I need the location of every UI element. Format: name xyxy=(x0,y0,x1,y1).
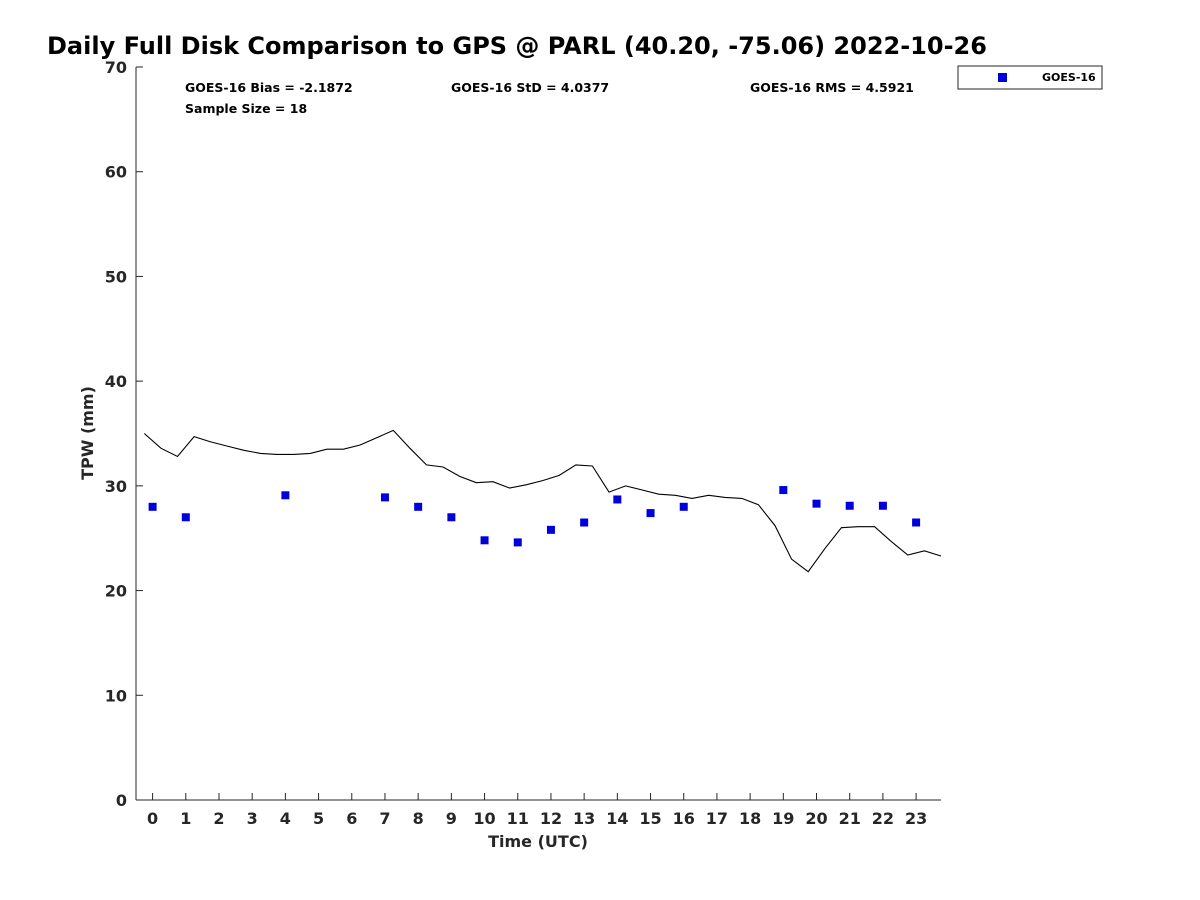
goes16-point xyxy=(580,518,589,527)
x-axis-ticks: 0 1 2 3 4 5 6 7 8 9 10 11 12 13 14 15 16 17 18 19 20 21 22 23 xyxy=(147,793,927,828)
goes16-point xyxy=(148,502,157,511)
x-tick-label: 5 xyxy=(313,809,324,828)
goes16-point xyxy=(679,502,688,511)
goes16-point xyxy=(414,502,423,511)
x-tick-label: 6 xyxy=(346,809,357,828)
x-tick-label: 9 xyxy=(446,809,457,828)
goes16-scatter-series xyxy=(148,486,921,547)
goes16-point xyxy=(613,495,622,504)
stat-rms: GOES-16 RMS = 4.5921 xyxy=(750,80,914,95)
y-tick-label: 70 xyxy=(105,58,127,77)
x-tick-label: 7 xyxy=(379,809,390,828)
y-tick-label: 60 xyxy=(105,163,127,182)
goes16-point xyxy=(646,509,655,518)
x-tick-label: 10 xyxy=(473,809,495,828)
x-tick-label: 13 xyxy=(573,809,595,828)
goes16-point xyxy=(380,493,389,502)
goes16-point xyxy=(845,501,854,510)
goes16-point xyxy=(912,518,921,527)
x-tick-label: 23 xyxy=(905,809,927,828)
plot-frame xyxy=(136,67,941,800)
goes16-point xyxy=(447,513,456,522)
x-axis-label: Time (UTC) xyxy=(488,832,588,851)
y-axis-ticks: 0 10 20 30 40 50 60 70 xyxy=(105,58,143,810)
y-tick-label: 50 xyxy=(105,267,127,286)
y-axis-label: TPW (mm) xyxy=(78,386,97,480)
x-tick-label: 3 xyxy=(247,809,258,828)
chart-title: Daily Full Disk Comparison to GPS @ PARL… xyxy=(47,32,987,60)
goes16-point xyxy=(779,486,788,495)
y-tick-label: 10 xyxy=(105,686,127,705)
x-tick-label: 11 xyxy=(507,809,529,828)
reference-line xyxy=(143,429,942,573)
legend-label-goes16: GOES-16 xyxy=(1042,71,1096,84)
x-tick-label: 19 xyxy=(772,809,794,828)
x-tick-label: 8 xyxy=(413,809,424,828)
x-tick-label: 15 xyxy=(639,809,661,828)
stat-bias: GOES-16 Bias = -2.1872 xyxy=(185,80,353,95)
x-tick-label: 17 xyxy=(706,809,728,828)
stats-annotations: GOES-16 Bias = -2.1872 GOES-16 StD = 4.0… xyxy=(185,80,914,116)
x-tick-label: 20 xyxy=(805,809,827,828)
x-tick-label: 0 xyxy=(147,809,158,828)
stat-std: GOES-16 StD = 4.0377 xyxy=(451,80,609,95)
x-tick-label: 12 xyxy=(540,809,562,828)
y-tick-label: 20 xyxy=(105,582,127,601)
x-tick-label: 4 xyxy=(280,809,291,828)
goes16-point xyxy=(546,525,555,534)
x-tick-label: 21 xyxy=(839,809,861,828)
x-tick-label: 16 xyxy=(673,809,695,828)
goes16-point xyxy=(812,499,821,508)
x-tick-label: 2 xyxy=(213,809,224,828)
reference-line-series xyxy=(143,429,942,573)
goes16-point xyxy=(513,538,522,547)
goes16-point xyxy=(281,491,290,500)
x-tick-label: 18 xyxy=(739,809,761,828)
legend: GOES-16 xyxy=(957,65,1103,90)
goes16-point xyxy=(181,513,190,522)
x-tick-label: 14 xyxy=(606,809,628,828)
x-tick-label: 22 xyxy=(872,809,894,828)
plot-area xyxy=(135,67,941,801)
y-tick-label: 30 xyxy=(105,477,127,496)
y-tick-label: 0 xyxy=(116,791,127,810)
stat-sample-size: Sample Size = 18 xyxy=(185,101,307,116)
legend-marker-goes16 xyxy=(998,73,1007,82)
y-tick-label: 40 xyxy=(105,372,127,391)
goes16-point xyxy=(878,501,887,510)
legend-box xyxy=(957,65,1103,90)
goes16-point xyxy=(480,536,489,545)
x-tick-label: 1 xyxy=(180,809,191,828)
